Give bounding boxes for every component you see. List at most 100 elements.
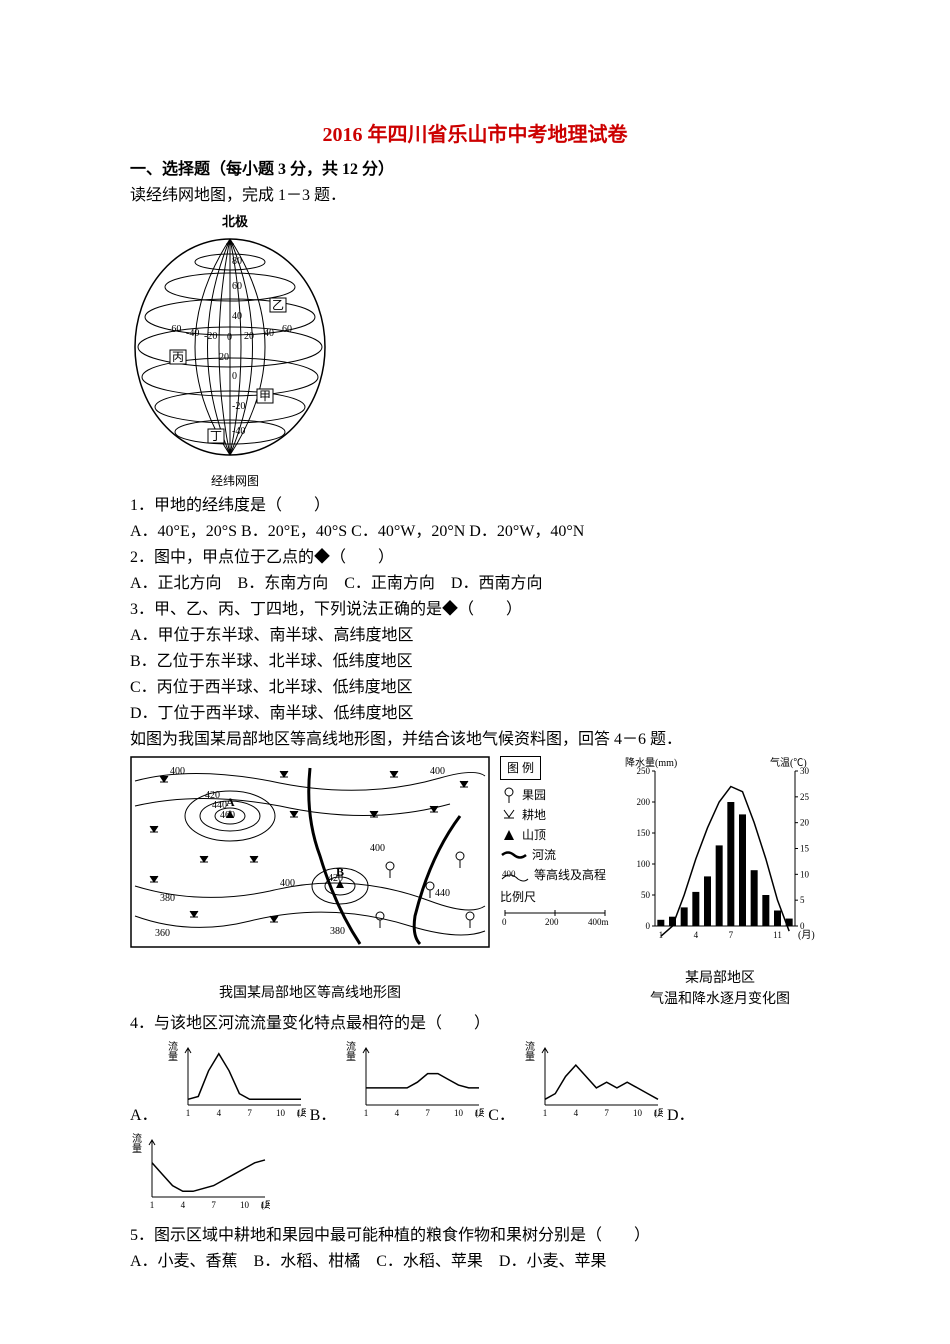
q4-label-d: D． [667,1104,695,1128]
q5-opts: A．小麦、香蕉 B．水稻、柑橘 C．水稻、苹果 D．小麦、苹果 [130,1250,820,1274]
svg-text:150: 150 [637,828,651,838]
svg-text:(月): (月) [297,1108,306,1118]
q4-chart-a: 流 量 1471012 (月) [166,1040,306,1128]
svg-text:60: 60 [232,281,242,292]
svg-text:200: 200 [637,797,651,807]
svg-text:7: 7 [426,1108,431,1118]
svg-text:0: 0 [502,917,507,926]
svg-text:-40: -40 [186,328,199,339]
svg-text:1: 1 [185,1108,190,1118]
q4-label-b: B． [310,1104,337,1128]
svg-text:380: 380 [330,926,345,937]
q3-b: B．乙位于东半球、北半球、低纬度地区 [130,650,820,674]
q3-a: A．甲位于东半球、南半球、高纬度地区 [130,624,820,648]
svg-text:30: 30 [800,766,810,776]
svg-text:460: 460 [220,810,235,821]
q5-stem: 5．图示区域中耕地和果园中最可能种植的粮食作物和果树分别是（ ） [130,1224,820,1248]
q2-stem: 2．图中，甲点位于乙点的◆（ ） [130,546,820,570]
svg-text:100: 100 [637,859,651,869]
preamble-1: 读经纬网地图，完成 1－3 题． [130,184,820,208]
svg-text:A: A [226,795,235,809]
svg-text:10: 10 [800,869,810,879]
legend-contour: 400 等高线及高程 [500,866,610,884]
svg-text:-60: -60 [168,324,181,335]
svg-text:量: 量 [132,1143,142,1155]
svg-text:量: 量 [168,1051,178,1063]
q4-option-d-row: 流 量 1471012 (月) [130,1132,820,1220]
svg-text:丁: 丁 [210,429,222,443]
svg-text:420: 420 [328,873,343,884]
svg-text:10: 10 [276,1108,286,1118]
q3-d: D．丁位于西半球、南半球、低纬度地区 [130,702,820,726]
svg-text:25: 25 [800,791,810,801]
page-title: 2016 年四川省乐山市中考地理试卷 [130,120,820,150]
svg-text:60: 60 [282,324,292,335]
svg-text:(月): (月) [654,1108,663,1118]
svg-text:4: 4 [181,1200,186,1210]
svg-text:400m: 400m [588,917,609,926]
svg-text:0: 0 [227,332,232,343]
legend-title: 图 例 [500,756,541,780]
svg-text:380: 380 [160,893,175,904]
svg-text:400: 400 [430,766,445,777]
q3-stem: 3．甲、乙、丙、丁四地，下列说法正确的是◆（ ） [130,598,820,622]
contour-svg: A B 400 400 420 440 460 400 420 440 380 … [130,756,490,971]
svg-text:1: 1 [543,1108,548,1118]
globe-svg: -60 -40 -20 0 20 40 60 80 60 40 20 0 -20… [130,232,330,462]
svg-text:400: 400 [502,869,516,879]
climate-chart: 降水量(mm) 气温(℃) 050100150200250 0510152025… [620,756,820,1010]
svg-text:7: 7 [247,1108,252,1118]
globe-top-caption: 北极 [130,212,340,232]
svg-text:400: 400 [170,766,185,777]
legend: 图 例 果园 耕地 山顶 河流 400 等高线及高程 比例尺 0 200 [500,756,610,931]
q4-label-a: A． [130,1104,158,1128]
svg-text:0: 0 [646,921,651,931]
svg-text:(月): (月) [798,929,815,941]
q2-opts: A．正北方向 B．东南方向 C．正南方向 D．西南方向 [130,572,820,596]
svg-text:20: 20 [219,352,229,363]
svg-text:440: 440 [435,888,450,899]
svg-text:-40: -40 [232,426,245,437]
svg-text:1: 1 [150,1200,155,1210]
q4-options: A． 流 量 1471012 (月) B． 流 量 1471012 (月) C．… [130,1040,820,1128]
scale-label: 比例尺 [500,888,610,906]
svg-text:4: 4 [574,1108,579,1118]
svg-text:400: 400 [370,843,385,854]
legend-river: 河流 [500,846,610,864]
globe-figure: 北极 -60 -40 -20 0 2 [130,212,820,490]
svg-text:250: 250 [637,766,651,776]
svg-text:7: 7 [211,1200,216,1210]
svg-text:200: 200 [545,917,559,926]
legend-farmland: 耕地 [500,806,610,824]
svg-text:40: 40 [232,311,242,322]
svg-text:7: 7 [604,1108,609,1118]
svg-text:11: 11 [773,930,782,940]
svg-text:15: 15 [800,843,810,853]
svg-text:1: 1 [364,1108,369,1118]
svg-text:20: 20 [800,817,810,827]
map-row: A B 400 400 420 440 460 400 420 440 380 … [130,756,820,1010]
svg-text:10: 10 [633,1108,643,1118]
svg-text:20: 20 [244,331,254,342]
svg-text:4: 4 [694,930,699,940]
svg-text:10: 10 [454,1108,464,1118]
svg-text:50: 50 [641,890,651,900]
q4-stem: 4．与该地区河流流量变化特点最相符的是（ ） [130,1012,820,1036]
q4-chart-d: 流 量 1471012 (月) [130,1132,270,1220]
contour-caption: 我国某局部地区等高线地形图 [130,983,490,1004]
section-header: 一、选择题（每小题 3 分，共 12 分） [130,158,820,182]
legend-orchard: 果园 [500,786,610,804]
svg-text:400: 400 [280,878,295,889]
svg-text:乙: 乙 [272,298,284,312]
svg-text:量: 量 [346,1051,356,1063]
svg-text:4: 4 [395,1108,400,1118]
svg-text:1: 1 [659,930,664,940]
svg-text:(月): (月) [475,1108,484,1118]
svg-text:甲: 甲 [259,389,271,403]
climate-caption: 某局部地区 气温和降水逐月变化图 [620,968,820,1010]
svg-text:5: 5 [800,895,805,905]
svg-text:降水量(mm): 降水量(mm) [625,756,677,769]
legend-peak: 山顶 [500,826,610,844]
svg-text:-20: -20 [232,401,245,412]
q4-chart-c: 流 量 1471012 (月) [523,1040,663,1128]
